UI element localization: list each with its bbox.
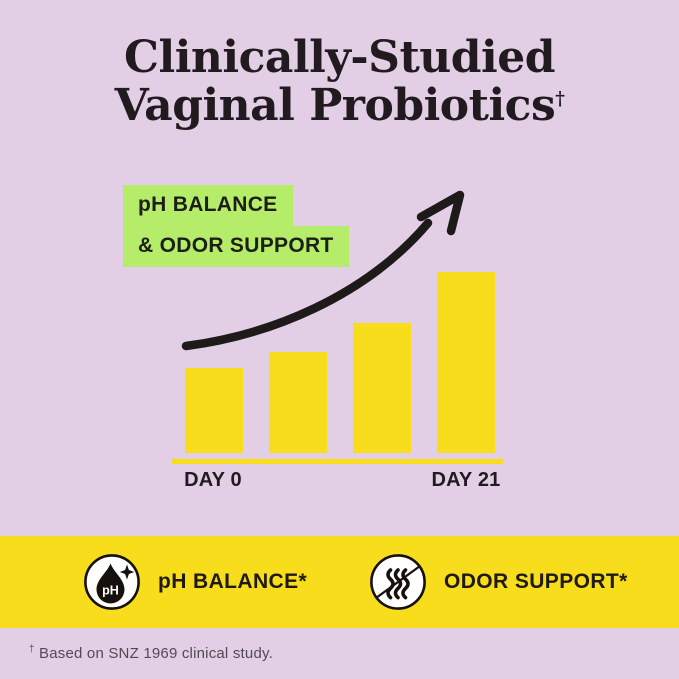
x-label-day21: DAY 21 (431, 469, 501, 491)
bar-unlabeled-1 (269, 352, 327, 453)
footnote: † Based on SNZ 1969 clinical study. (29, 645, 273, 662)
ph-icon-text: pH (102, 584, 119, 598)
title-line1: Clinically-Studied (123, 32, 556, 83)
trend-arrow-icon (181, 190, 465, 351)
odor-support-badge: ODOR SUPPORT* (369, 536, 628, 628)
annotation-line2: & ODOR SUPPORT (123, 226, 349, 267)
x-axis-line (172, 459, 503, 464)
title-dagger: † (555, 88, 565, 110)
ph-balance-badge: pH pH BALANCE* (83, 536, 307, 628)
bar-DAY 21 (437, 272, 495, 453)
no-odor-icon (369, 553, 427, 611)
benefits-banner: pH pH BALANCE* ODOR SUPPORT* (0, 536, 679, 628)
chart-annotation: pH BALANCE & ODOR SUPPORT (123, 185, 349, 267)
odor-support-label: ODOR SUPPORT* (444, 570, 628, 593)
bar-group (185, 272, 495, 453)
bar-DAY 0 (185, 368, 243, 453)
annotation-line1: pH BALANCE (123, 185, 293, 226)
bar-unlabeled-2 (353, 323, 411, 453)
page-title: Clinically-Studied Vaginal Probiotics† (0, 34, 679, 130)
footnote-text: Based on SNZ 1969 clinical study. (39, 645, 273, 662)
ph-droplet-icon: pH (83, 553, 141, 611)
ph-balance-label: pH BALANCE* (158, 570, 308, 593)
footnote-dagger: † (29, 644, 35, 655)
title-line2: Vaginal Probiotics (114, 80, 556, 131)
x-label-day0: DAY 0 (184, 469, 242, 491)
